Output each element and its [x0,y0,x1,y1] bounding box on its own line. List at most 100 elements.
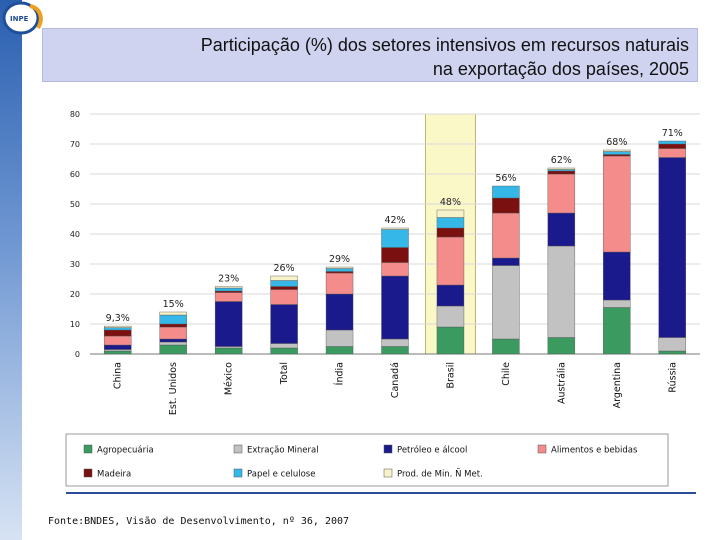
bar-segment [381,262,409,277]
y-tick-label: 60 [70,170,80,179]
legend-label: Prod. de Min. Ñ Met. [397,469,483,480]
bar-segment [436,227,465,238]
x-tick-label: México [224,362,235,395]
bar-segment [436,217,465,229]
bar-segment [603,307,631,355]
bar-segment [603,154,631,157]
bar-segment [325,293,354,331]
bar-segment [325,329,354,347]
x-tick-label: Est. Unidos [168,362,179,415]
bar-segment [214,292,243,302]
bar-segment [547,245,576,338]
bar-segment [104,327,132,331]
bar-segment [547,212,576,247]
legend-box [65,433,669,487]
bar-segment [547,170,576,175]
bar-segment [325,346,354,355]
bar-segment [436,236,465,286]
legend-swatch [83,468,93,478]
bar-segment [104,344,132,350]
bar-total-label: 56% [495,173,516,184]
bar-segment [492,212,520,259]
chart-title-line1: Participação (%) dos setores intensivos … [200,35,689,55]
bar-segment [658,350,686,355]
legend-label: Alimentos e bebidas [551,446,638,456]
legend-swatch [537,444,547,454]
bar-segment [325,271,354,274]
bar-segment [381,229,409,248]
bar-segment [214,286,243,289]
chart-area: 0 10 20 30 40 50 60 70 80 9,3% China 15% Est. Unidos… [40,100,710,510]
bar-segment [436,326,465,355]
bar-segment [603,251,631,301]
bar-segment [603,155,631,253]
legend-label: Agropecuária [97,446,154,456]
bar-segment [104,350,132,355]
title-box: Participação (%) dos setores intensivos … [42,28,698,82]
y-tick-label: 70 [70,140,80,149]
bar-total-label: 23% [218,274,239,285]
bar-segment [547,337,576,355]
bar-segment [214,301,243,347]
y-tick-label: 30 [70,260,80,269]
x-tick-label: Índia [334,362,346,385]
bar-segment [270,289,298,305]
bar-segment [214,290,243,293]
bar-segment [603,151,631,155]
x-tick-label: Rússia [667,362,678,393]
bar-segment [381,346,409,355]
bar-segment [270,275,298,281]
legend-label: Madeira [97,470,131,480]
bar-segment [658,337,686,352]
x-tick-label: Austrália [556,362,567,404]
legend-swatch [233,444,243,454]
bar-segment [658,140,686,145]
bar-segment [325,272,354,295]
inpe-logo-icon: INPE [2,1,43,35]
bar-segment [381,275,409,340]
stacked-bar-chart: 0 10 20 30 40 50 60 70 80 9,3% China 15% Est. Unidos… [65,110,700,494]
bar-segment [492,197,520,214]
x-tick-label: Total [279,362,290,385]
legend-swatch [83,444,93,454]
bar-total-label: 68% [606,137,627,148]
legend-label: Petróleo e álcool [397,445,467,456]
bar-segment [603,299,631,308]
x-tick-label: Argentina [612,362,623,408]
legend-label: Papel e celulose [247,470,315,480]
bar-total-label: 15% [163,299,184,310]
bar-segment [603,149,631,152]
bar-segment [104,349,132,352]
legend-label: Extração Mineral [247,446,319,456]
bar-segment [159,314,187,325]
bar-segment [492,185,520,199]
bar-segment [492,338,520,355]
bar-total-label: 26% [274,263,295,274]
bar-segment [270,286,298,290]
bar-segment [436,305,465,328]
bar-segment [214,347,243,355]
legend-swatch [383,444,393,454]
legend-swatch [233,468,243,478]
bar-total-label: 42% [384,215,405,226]
x-tick-label: Canadá [390,362,401,398]
bar-segment [658,157,686,338]
bar-segment [325,268,354,272]
x-tick-label: Brasil [445,362,456,388]
source-note: Fonte:BNDES, Visão de Desenvolvimento, n… [48,516,350,527]
bar-segment [381,227,409,230]
y-tick-label: 10 [70,320,80,329]
bar-segment [159,326,187,340]
bar-segment [270,347,298,355]
legend-swatch [383,468,393,478]
sidebar-gradient [0,0,22,540]
chart-title-line2: na exportação dos países, 2005 [432,59,689,79]
logo-text: INPE [10,15,29,23]
bar-segment [658,148,686,158]
bar-segment [270,343,298,349]
bar-segment [214,346,243,349]
bar-segment [104,325,132,328]
bar-segment [159,341,187,346]
x-tick-label: China [113,362,124,389]
y-tick-label: 20 [70,290,80,299]
